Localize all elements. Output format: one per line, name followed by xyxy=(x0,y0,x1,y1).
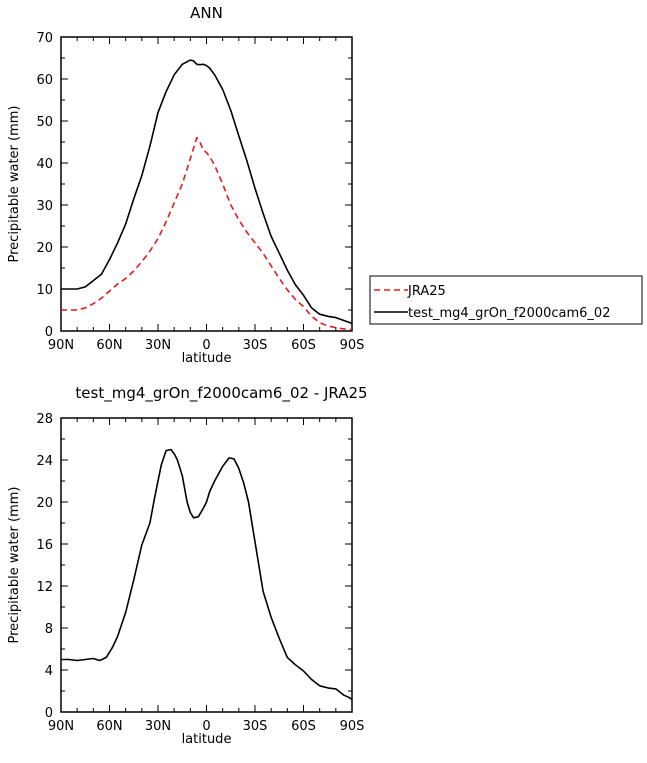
chart2-x-tick-label: 30N xyxy=(145,719,171,734)
chart2-x-tick-label: 90N xyxy=(48,719,74,734)
chart2-y-tick-label: 0 xyxy=(45,706,53,721)
chart1-x-tick-label: 90N xyxy=(48,338,74,353)
chart2-y-tick-label: 12 xyxy=(36,580,53,595)
chart2-x-tick-label: 30S xyxy=(243,719,268,734)
chart1-y-tick-label: 70 xyxy=(36,31,53,46)
chart1-plot-frame xyxy=(60,36,353,332)
chart1-x-tick-label: 30S xyxy=(243,338,268,353)
chart1-series-line-2 xyxy=(61,59,353,325)
chart1-series-line-1 xyxy=(61,137,353,331)
chart2-y-axis-label: Precipitable water (mm) xyxy=(7,487,22,644)
chart2-y-tick-label: 4 xyxy=(45,664,53,679)
chart2-x-tick-label: 60N xyxy=(96,719,122,734)
chart2-x-axis-label: latitude xyxy=(182,732,232,747)
chart2-y-tick-label: 28 xyxy=(36,412,53,427)
chart1-y-tick-label: 20 xyxy=(36,241,53,256)
chart2-y-tick-label: 20 xyxy=(36,496,53,511)
legend-box xyxy=(369,275,643,325)
chart1-y-tick-label: 60 xyxy=(36,73,53,88)
chart1-x-tick-label: 60S xyxy=(291,338,316,353)
chart2-series-line-1 xyxy=(61,448,353,701)
chart2-y-tick-label: 8 xyxy=(45,622,53,637)
chart1-y-axis-label: Precipitable water (mm) xyxy=(7,106,22,263)
legend-label-1: JRA25 xyxy=(407,284,446,299)
chart1-y-tick-label: 10 xyxy=(36,283,53,298)
chart1-y-tick-label: 40 xyxy=(36,157,53,172)
legend-label-2: test_mg4_grOn_f2000cam6_02 xyxy=(408,306,610,321)
chart2-title: test_mg4_grOn_f2000cam6_02 - JRA25 xyxy=(75,384,367,403)
chart2-x-tick-label: 90S xyxy=(340,719,365,734)
chart1-y-tick-label: 0 xyxy=(45,325,53,340)
chart1-x-tick-label: 60N xyxy=(96,338,122,353)
chart2-x-tick-label: 60S xyxy=(291,719,316,734)
chart1-x-tick-label: 30N xyxy=(145,338,171,353)
chart1-x-axis-label: latitude xyxy=(182,351,232,366)
chart1-y-tick-label: 50 xyxy=(36,115,53,130)
chart1-x-tick-label: 0 xyxy=(202,338,210,353)
chart2-plot-frame xyxy=(60,417,353,713)
chart2-y-tick-label: 16 xyxy=(36,538,53,553)
chart2-y-tick-label: 24 xyxy=(36,454,53,469)
chart1-y-tick-label: 30 xyxy=(36,199,53,214)
chart2-x-tick-label: 0 xyxy=(202,719,210,734)
chart1-title: ANN xyxy=(190,4,223,22)
chart1-x-tick-label: 90S xyxy=(340,338,365,353)
